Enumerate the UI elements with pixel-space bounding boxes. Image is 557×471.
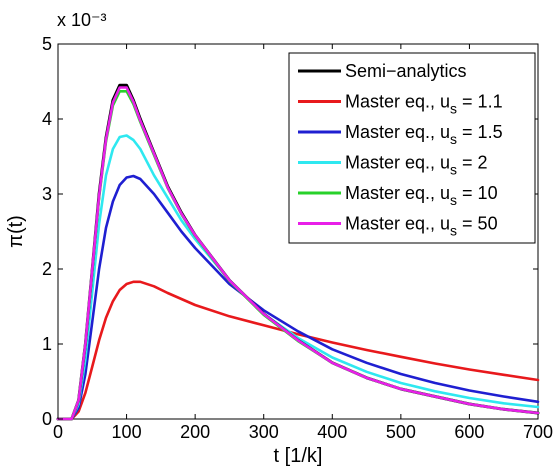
y-tick-label: 4 — [42, 109, 52, 129]
legend-label-0: Semi−analytics — [345, 61, 467, 81]
legend-label-4: Master eq., us = 10 — [345, 183, 498, 208]
y-axis-label: π(t) — [5, 215, 27, 248]
series-group — [56, 83, 540, 421]
legend: Semi−analytics Master eq., us = 1.1 Master… — [288, 52, 536, 244]
legend-label-5: Master eq., us = 50 — [345, 214, 498, 239]
x-tick-label: 300 — [249, 422, 279, 442]
ticks-group: 0 100 200 300 400 500 600 700 0 1 2 3 4 5 — [42, 34, 553, 442]
legend-label-3: Master eq., us = 2 — [345, 153, 488, 178]
y-tick-label: 1 — [42, 334, 52, 354]
x-tick-label: 600 — [454, 422, 484, 442]
x-tick-label: 400 — [317, 422, 347, 442]
x-tick-label: 500 — [386, 422, 416, 442]
x-tick-label: 0 — [53, 422, 63, 442]
legend-label-1: Master eq., us = 1.1 — [345, 92, 503, 117]
x-tick-label: 200 — [180, 422, 210, 442]
legend-items: Semi−analytics Master eq., us = 1.1 Master… — [298, 61, 503, 239]
y-tick-label: 2 — [42, 259, 52, 279]
plot-frame — [57, 43, 539, 420]
legend-label-2: Master eq., us = 1.5 — [345, 122, 503, 147]
legend-box — [288, 52, 536, 244]
y-tick-label: 0 — [42, 409, 52, 429]
series-line-3 — [56, 134, 540, 421]
series-line-2 — [56, 174, 540, 421]
x-tick-label: 700 — [523, 422, 553, 442]
y-tick-label: 5 — [42, 34, 52, 54]
x-tick-label: 100 — [112, 422, 142, 442]
y-tick-label: 3 — [42, 184, 52, 204]
series-line-5 — [56, 86, 540, 421]
plot-area: 0 100 200 300 400 500 600 700 0 1 2 3 4 5 — [42, 34, 553, 442]
x-axis-label: t [1/k] — [274, 445, 323, 467]
y-exponent-label: x 10⁻³ — [57, 10, 107, 30]
series-line-1 — [56, 280, 540, 421]
